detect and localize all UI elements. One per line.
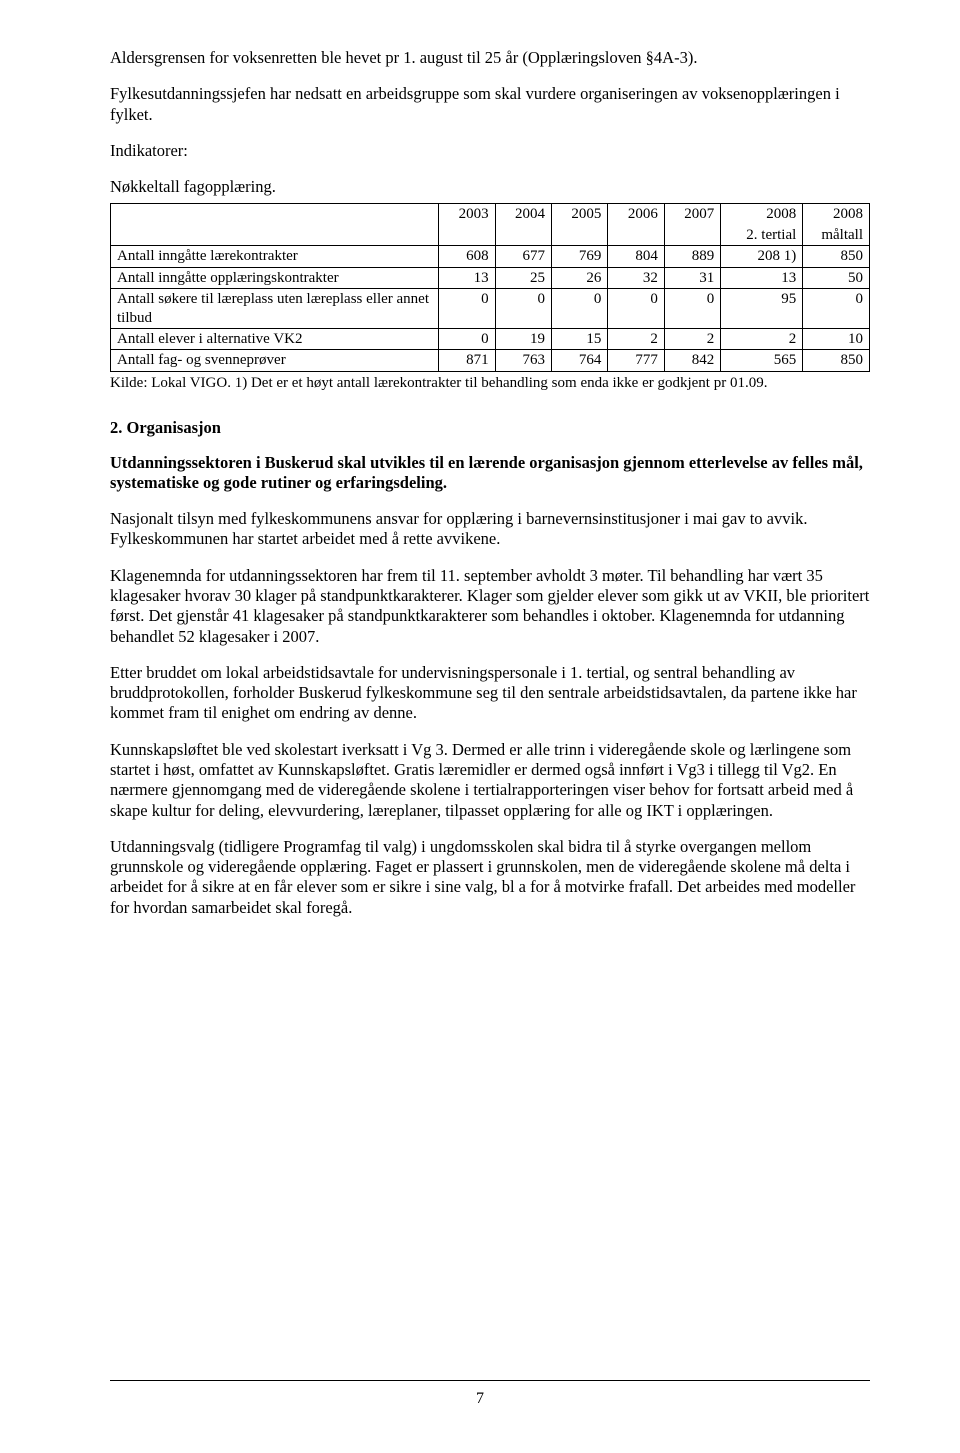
table-cell: 777 bbox=[608, 350, 664, 371]
table-cell: 850 bbox=[803, 350, 870, 371]
paragraph-5: Klagenemnda for utdanningssektoren har f… bbox=[110, 566, 870, 647]
table-cell: 31 bbox=[664, 267, 720, 288]
paragraph-7: Kunnskapsløftet ble ved skolestart iverk… bbox=[110, 740, 870, 821]
header-stub bbox=[111, 204, 439, 246]
table-cell: 208 1) bbox=[721, 246, 803, 267]
table-cell: 32 bbox=[608, 267, 664, 288]
table-cell: 0 bbox=[495, 289, 551, 329]
table-row: Antall inngåtte lærekontrakter6086777698… bbox=[111, 246, 870, 267]
table-cell: 764 bbox=[552, 350, 608, 371]
paragraph-3: Utdanningssektoren i Buskerud skal utvik… bbox=[110, 453, 870, 494]
table-row: Antall søkere til læreplass uten lærepla… bbox=[111, 289, 870, 329]
row-label: Antall inngåtte opplæringskontrakter bbox=[111, 267, 439, 288]
col-sub-2003 bbox=[439, 225, 495, 246]
col-sub-2008-maltall: måltall bbox=[803, 225, 870, 246]
col-sub-2004 bbox=[495, 225, 551, 246]
table-cell: 2 bbox=[608, 329, 664, 350]
nokkeltall-table: 2003 2004 2005 2006 2007 2008 2008 2. te… bbox=[110, 203, 870, 372]
table-cell: 13 bbox=[439, 267, 495, 288]
col-sub-2005 bbox=[552, 225, 608, 246]
table-cell: 677 bbox=[495, 246, 551, 267]
table-cell: 25 bbox=[495, 267, 551, 288]
paragraph-1: Aldersgrensen for voksenretten ble hevet… bbox=[110, 48, 870, 68]
table-cell: 26 bbox=[552, 267, 608, 288]
table-cell: 10 bbox=[803, 329, 870, 350]
table-cell: 0 bbox=[439, 289, 495, 329]
col-sub-2008-tertial: 2. tertial bbox=[721, 225, 803, 246]
table-cell: 889 bbox=[664, 246, 720, 267]
col-header-2004: 2004 bbox=[495, 204, 551, 225]
col-header-2006: 2006 bbox=[608, 204, 664, 225]
section-2-title: 2. Organisasjon bbox=[110, 418, 870, 438]
col-header-2005: 2005 bbox=[552, 204, 608, 225]
footer-rule bbox=[110, 1380, 870, 1381]
table-cell: 565 bbox=[721, 350, 803, 371]
page-number: 7 bbox=[0, 1389, 960, 1409]
table-cell: 850 bbox=[803, 246, 870, 267]
table-cell: 608 bbox=[439, 246, 495, 267]
row-label: Antall inngåtte lærekontrakter bbox=[111, 246, 439, 267]
table-cell: 804 bbox=[608, 246, 664, 267]
table-cell: 50 bbox=[803, 267, 870, 288]
col-header-2007: 2007 bbox=[664, 204, 720, 225]
table-cell: 0 bbox=[552, 289, 608, 329]
table-subhead: Nøkkeltall fagopplæring. bbox=[110, 177, 870, 197]
paragraph-2: Fylkesutdanningssjefen har nedsatt en ar… bbox=[110, 84, 870, 125]
table-cell: 0 bbox=[439, 329, 495, 350]
table-cell: 871 bbox=[439, 350, 495, 371]
table-cell: 769 bbox=[552, 246, 608, 267]
row-label: Antall søkere til læreplass uten lærepla… bbox=[111, 289, 439, 329]
table-cell: 2 bbox=[664, 329, 720, 350]
table-cell: 842 bbox=[664, 350, 720, 371]
col-header-2008-maltall: 2008 bbox=[803, 204, 870, 225]
table-row: Antall elever i alternative VK2019152221… bbox=[111, 329, 870, 350]
paragraph-6: Etter bruddet om lokal arbeidstidsavtale… bbox=[110, 663, 870, 724]
table-cell: 0 bbox=[664, 289, 720, 329]
table-header-row-1: 2003 2004 2005 2006 2007 2008 2008 bbox=[111, 204, 870, 225]
table-cell: 13 bbox=[721, 267, 803, 288]
table-cell: 0 bbox=[803, 289, 870, 329]
row-label: Antall fag- og svenneprøver bbox=[111, 350, 439, 371]
col-header-2003: 2003 bbox=[439, 204, 495, 225]
table-cell: 2 bbox=[721, 329, 803, 350]
table-cell: 15 bbox=[552, 329, 608, 350]
paragraph-8: Utdanningsvalg (tidligere Programfag til… bbox=[110, 837, 870, 918]
table-cell: 0 bbox=[608, 289, 664, 329]
table-row: Antall inngåtte opplæringskontrakter1325… bbox=[111, 267, 870, 288]
table-source-note: Kilde: Lokal VIGO. 1) Det er et høyt ant… bbox=[110, 374, 870, 392]
paragraph-4: Nasjonalt tilsyn med fylkeskommunens ans… bbox=[110, 509, 870, 550]
col-sub-2006 bbox=[608, 225, 664, 246]
table-row: Antall fag- og svenneprøver8717637647778… bbox=[111, 350, 870, 371]
table-cell: 19 bbox=[495, 329, 551, 350]
row-label: Antall elever i alternative VK2 bbox=[111, 329, 439, 350]
page: Aldersgrensen for voksenretten ble hevet… bbox=[0, 0, 960, 1453]
table-cell: 95 bbox=[721, 289, 803, 329]
table-cell: 763 bbox=[495, 350, 551, 371]
indikatorer-label: Indikatorer: bbox=[110, 141, 870, 161]
col-sub-2007 bbox=[664, 225, 720, 246]
col-header-2008-tertial: 2008 bbox=[721, 204, 803, 225]
